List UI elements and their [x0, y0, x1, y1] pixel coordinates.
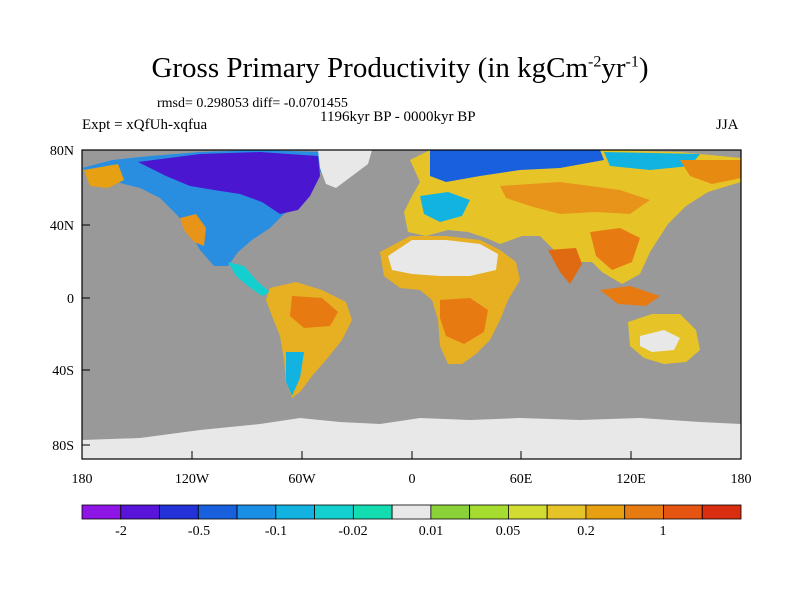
- colorbar-label: 0.01: [419, 524, 444, 539]
- china-orange: [590, 228, 640, 270]
- season-text: JJA: [716, 117, 739, 133]
- siberia-blue: [430, 150, 604, 182]
- australia-interior-no-data: [640, 330, 680, 352]
- colorbar-labels: -2 -0.5 -0.1 -0.02 0.01 0.05 0.2 1: [115, 524, 666, 539]
- colorbar-swatch: [159, 504, 199, 520]
- lon-label: 120W: [175, 472, 210, 487]
- colorbar-swatch: [701, 504, 742, 520]
- colorbar-swatch: [391, 504, 432, 520]
- longitude-axis: 180 120W 60W 0 60E 120E 180: [72, 451, 752, 487]
- colorbar-swatch: [508, 504, 548, 520]
- colorbar-swatch: [624, 504, 664, 520]
- colorbar-label: 0.2: [577, 524, 595, 539]
- europe-cyan: [420, 192, 470, 222]
- lat-label: 0: [67, 292, 74, 307]
- colorbar-label: -2: [115, 524, 127, 539]
- colorbar-label: 0.05: [496, 524, 521, 539]
- lon-label: 120E: [616, 472, 646, 487]
- colorbar-swatch: [585, 504, 626, 520]
- colorbar-label: -0.1: [265, 524, 287, 539]
- greenland-no-data: [318, 150, 372, 188]
- canada-deep-negative: [138, 152, 320, 214]
- lon-label: 0: [409, 472, 416, 487]
- colorbar-label: -0.02: [338, 524, 367, 539]
- india-orange: [548, 248, 582, 284]
- colorbar-swatch: [314, 504, 354, 520]
- stats-text: rmsd= 0.298053 diff= -0.0701455: [157, 96, 348, 111]
- colorbar-label: 1: [660, 524, 667, 539]
- siberia-east-cyan: [604, 152, 700, 170]
- colorbar-swatch: [197, 504, 238, 520]
- colorbar-swatch: [236, 504, 277, 520]
- colorbar-swatch: [663, 504, 703, 520]
- colorbar: [81, 504, 742, 520]
- lon-label: 60W: [288, 472, 316, 487]
- colorbar-swatch: [81, 504, 122, 520]
- colorbar-swatch: [546, 504, 587, 520]
- experiment-text: Expt = xQfUh-xqfua: [82, 117, 208, 133]
- lat-label: 80S: [52, 439, 74, 454]
- alaska-positive: [84, 164, 124, 188]
- central-america-land: [228, 262, 270, 296]
- chart-title: Gross Primary Productivity (in kgCm-2yr-…: [151, 52, 649, 84]
- lon-label: 60E: [510, 472, 533, 487]
- colorbar-swatch: [275, 504, 315, 520]
- lon-label: 180: [731, 472, 752, 487]
- amazon-orange: [290, 296, 338, 328]
- southeast-asia-orange: [600, 286, 660, 306]
- colorbar-swatch: [120, 504, 160, 520]
- colorbar-label: -0.5: [188, 524, 210, 539]
- east-siberia-orange: [680, 160, 741, 184]
- central-africa-orange: [440, 298, 488, 344]
- antarctica-no-data: [82, 418, 741, 459]
- colorbar-swatch: [469, 504, 509, 520]
- colorbar-swatch: [430, 504, 471, 520]
- central-asia-orange: [500, 182, 650, 214]
- us-west-positive: [180, 214, 206, 246]
- lat-label: 80N: [50, 144, 74, 159]
- south-america-south: [286, 352, 304, 396]
- lon-label: 180: [72, 472, 93, 487]
- latitude-axis: 80N 40N 0 40S 80S: [50, 144, 90, 454]
- map-plot-area: [82, 150, 741, 459]
- period-text: 1196kyr BP - 0000kyr BP: [320, 109, 476, 125]
- eurasia-land: [404, 150, 741, 284]
- lat-label: 40N: [50, 219, 74, 234]
- lat-label: 40S: [52, 364, 74, 379]
- sahara-no-data: [388, 240, 498, 276]
- colorbar-swatch: [352, 504, 393, 520]
